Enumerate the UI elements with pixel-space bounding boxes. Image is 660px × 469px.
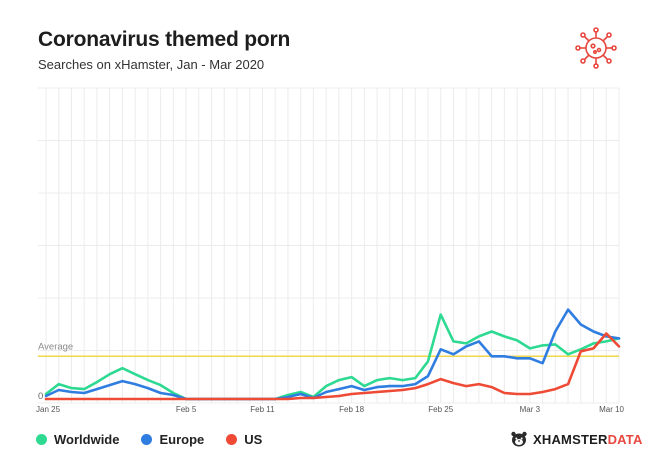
brand-suffix: DATA bbox=[607, 431, 643, 447]
coronavirus-icon bbox=[575, 27, 617, 69]
x-tick-label: Mar 10 bbox=[599, 405, 624, 414]
legend-item-europe: Europe bbox=[141, 432, 204, 447]
legend-label-worldwide: Worldwide bbox=[54, 432, 120, 447]
x-tick-label: Feb 25 bbox=[428, 405, 453, 414]
series-line-europe bbox=[44, 308, 621, 401]
legend-item-us: US bbox=[226, 432, 262, 447]
chart-legend: Worldwide Europe US bbox=[36, 432, 262, 447]
hamster-icon bbox=[511, 431, 527, 447]
y-tick-label: 0 bbox=[38, 391, 43, 402]
average-label: Average bbox=[38, 341, 73, 352]
x-tick-label: Jan 25 bbox=[36, 405, 61, 414]
legend-label-europe: Europe bbox=[159, 432, 205, 447]
legend-swatch-worldwide bbox=[36, 434, 47, 445]
series-line-us bbox=[44, 332, 621, 401]
series-line-worldwide bbox=[44, 313, 621, 401]
legend-swatch-europe bbox=[141, 434, 153, 445]
x-tick-label: Feb 11 bbox=[250, 405, 275, 414]
chart-title: Coronavirus themed porn bbox=[38, 28, 291, 51]
legend-item-worldwide: Worldwide bbox=[36, 432, 119, 447]
x-tick-label: Feb 5 bbox=[176, 405, 197, 414]
xhamster-data-logo: XHAMSTER DATA bbox=[510, 430, 643, 448]
x-tick-label: Mar 3 bbox=[520, 405, 541, 414]
x-tick-label: Feb 18 bbox=[339, 405, 364, 414]
brand-name: XHAMSTER bbox=[533, 431, 608, 447]
chart-subtitle: Searches on xHamster, Jan - Mar 2020 bbox=[38, 57, 265, 72]
legend-label-us: US bbox=[244, 432, 263, 447]
legend-swatch-us bbox=[226, 434, 238, 445]
